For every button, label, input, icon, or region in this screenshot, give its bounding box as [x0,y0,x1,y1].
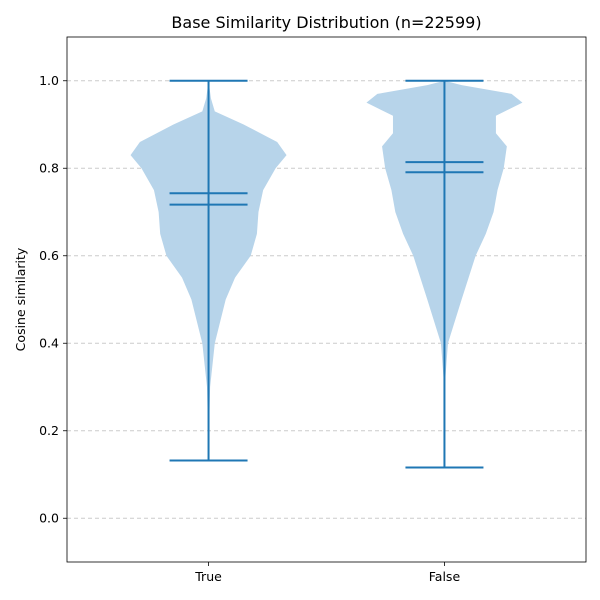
y-tick-label: 1.0 [39,73,59,88]
y-tick-label: 0.0 [39,510,59,525]
plot-frame [66,36,587,563]
x-tick-label: True [194,569,222,584]
y-tick-label: 0.4 [39,335,59,350]
x-tick-label: False [429,569,461,584]
y-tick-label: 0.6 [39,248,59,263]
y-axis-label: Cosine similarity [13,247,28,351]
y-tick-label: 0.8 [39,160,59,175]
y-gridlines [67,80,586,519]
chart-title: Base Similarity Distribution (n=22599) [171,13,481,32]
y-tick-label: 0.2 [39,423,59,438]
